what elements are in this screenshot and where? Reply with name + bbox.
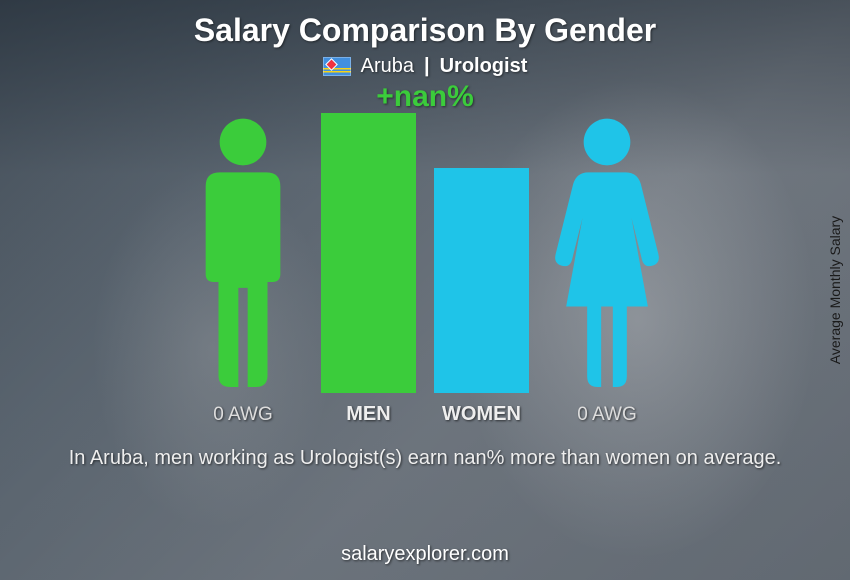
man-icon bbox=[183, 114, 303, 394]
source-footer: salaryexplorer.com bbox=[0, 543, 850, 566]
divider-pipe: | bbox=[424, 55, 430, 78]
delta-percent-label: +nan% bbox=[376, 80, 474, 114]
y-axis-label-wrap: Average Monthly Salary bbox=[820, 0, 850, 580]
profession-label: Urologist bbox=[440, 55, 528, 78]
women-bar-label: WOMEN bbox=[442, 403, 521, 426]
women-figure-column: 0 AWG bbox=[547, 114, 667, 426]
aruba-flag-icon bbox=[323, 57, 351, 76]
location-label: Aruba bbox=[361, 55, 414, 78]
women-bar-column: WOMEN bbox=[434, 168, 529, 426]
infographic-container: Salary Comparison By Gender Aruba | Urol… bbox=[0, 0, 850, 580]
men-bar bbox=[321, 113, 416, 393]
page-title: Salary Comparison By Gender bbox=[194, 12, 656, 49]
gender-chart: +nan% 0 AWG MEN WOMEN 0 AWG bbox=[183, 86, 667, 426]
men-bar-column: MEN bbox=[321, 113, 416, 426]
men-bar-label: MEN bbox=[346, 403, 390, 426]
women-value-label: 0 AWG bbox=[577, 404, 636, 426]
men-value-label: 0 AWG bbox=[213, 404, 272, 426]
women-bar bbox=[434, 168, 529, 393]
men-figure-column: 0 AWG bbox=[183, 114, 303, 426]
woman-icon bbox=[547, 114, 667, 394]
y-axis-label: Average Monthly Salary bbox=[827, 216, 843, 364]
subtitle-row: Aruba | Urologist bbox=[323, 55, 528, 78]
summary-caption: In Aruba, men working as Urologist(s) ea… bbox=[69, 444, 782, 472]
